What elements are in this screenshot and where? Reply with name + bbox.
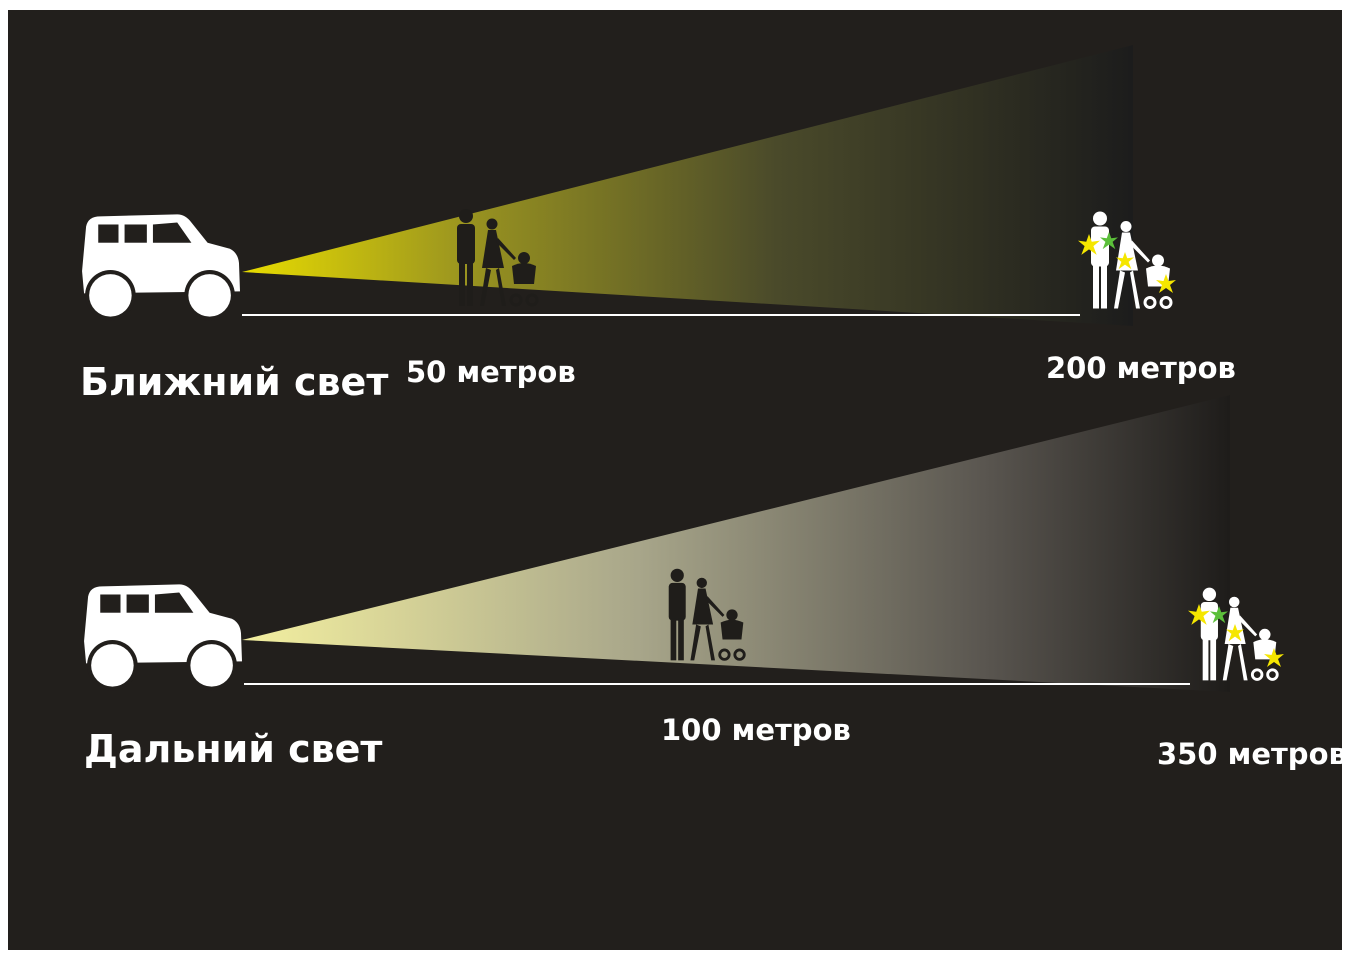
distance-label: 350 метров xyxy=(1157,737,1347,771)
beam-label: Дальний свет xyxy=(84,727,382,771)
high-beam xyxy=(242,395,1230,692)
beam-label: Ближний свет xyxy=(80,360,388,404)
distance-label: 200 метров xyxy=(1046,351,1236,385)
distance-label: 50 метров xyxy=(406,355,576,389)
distance-label: 100 метров xyxy=(661,713,851,747)
